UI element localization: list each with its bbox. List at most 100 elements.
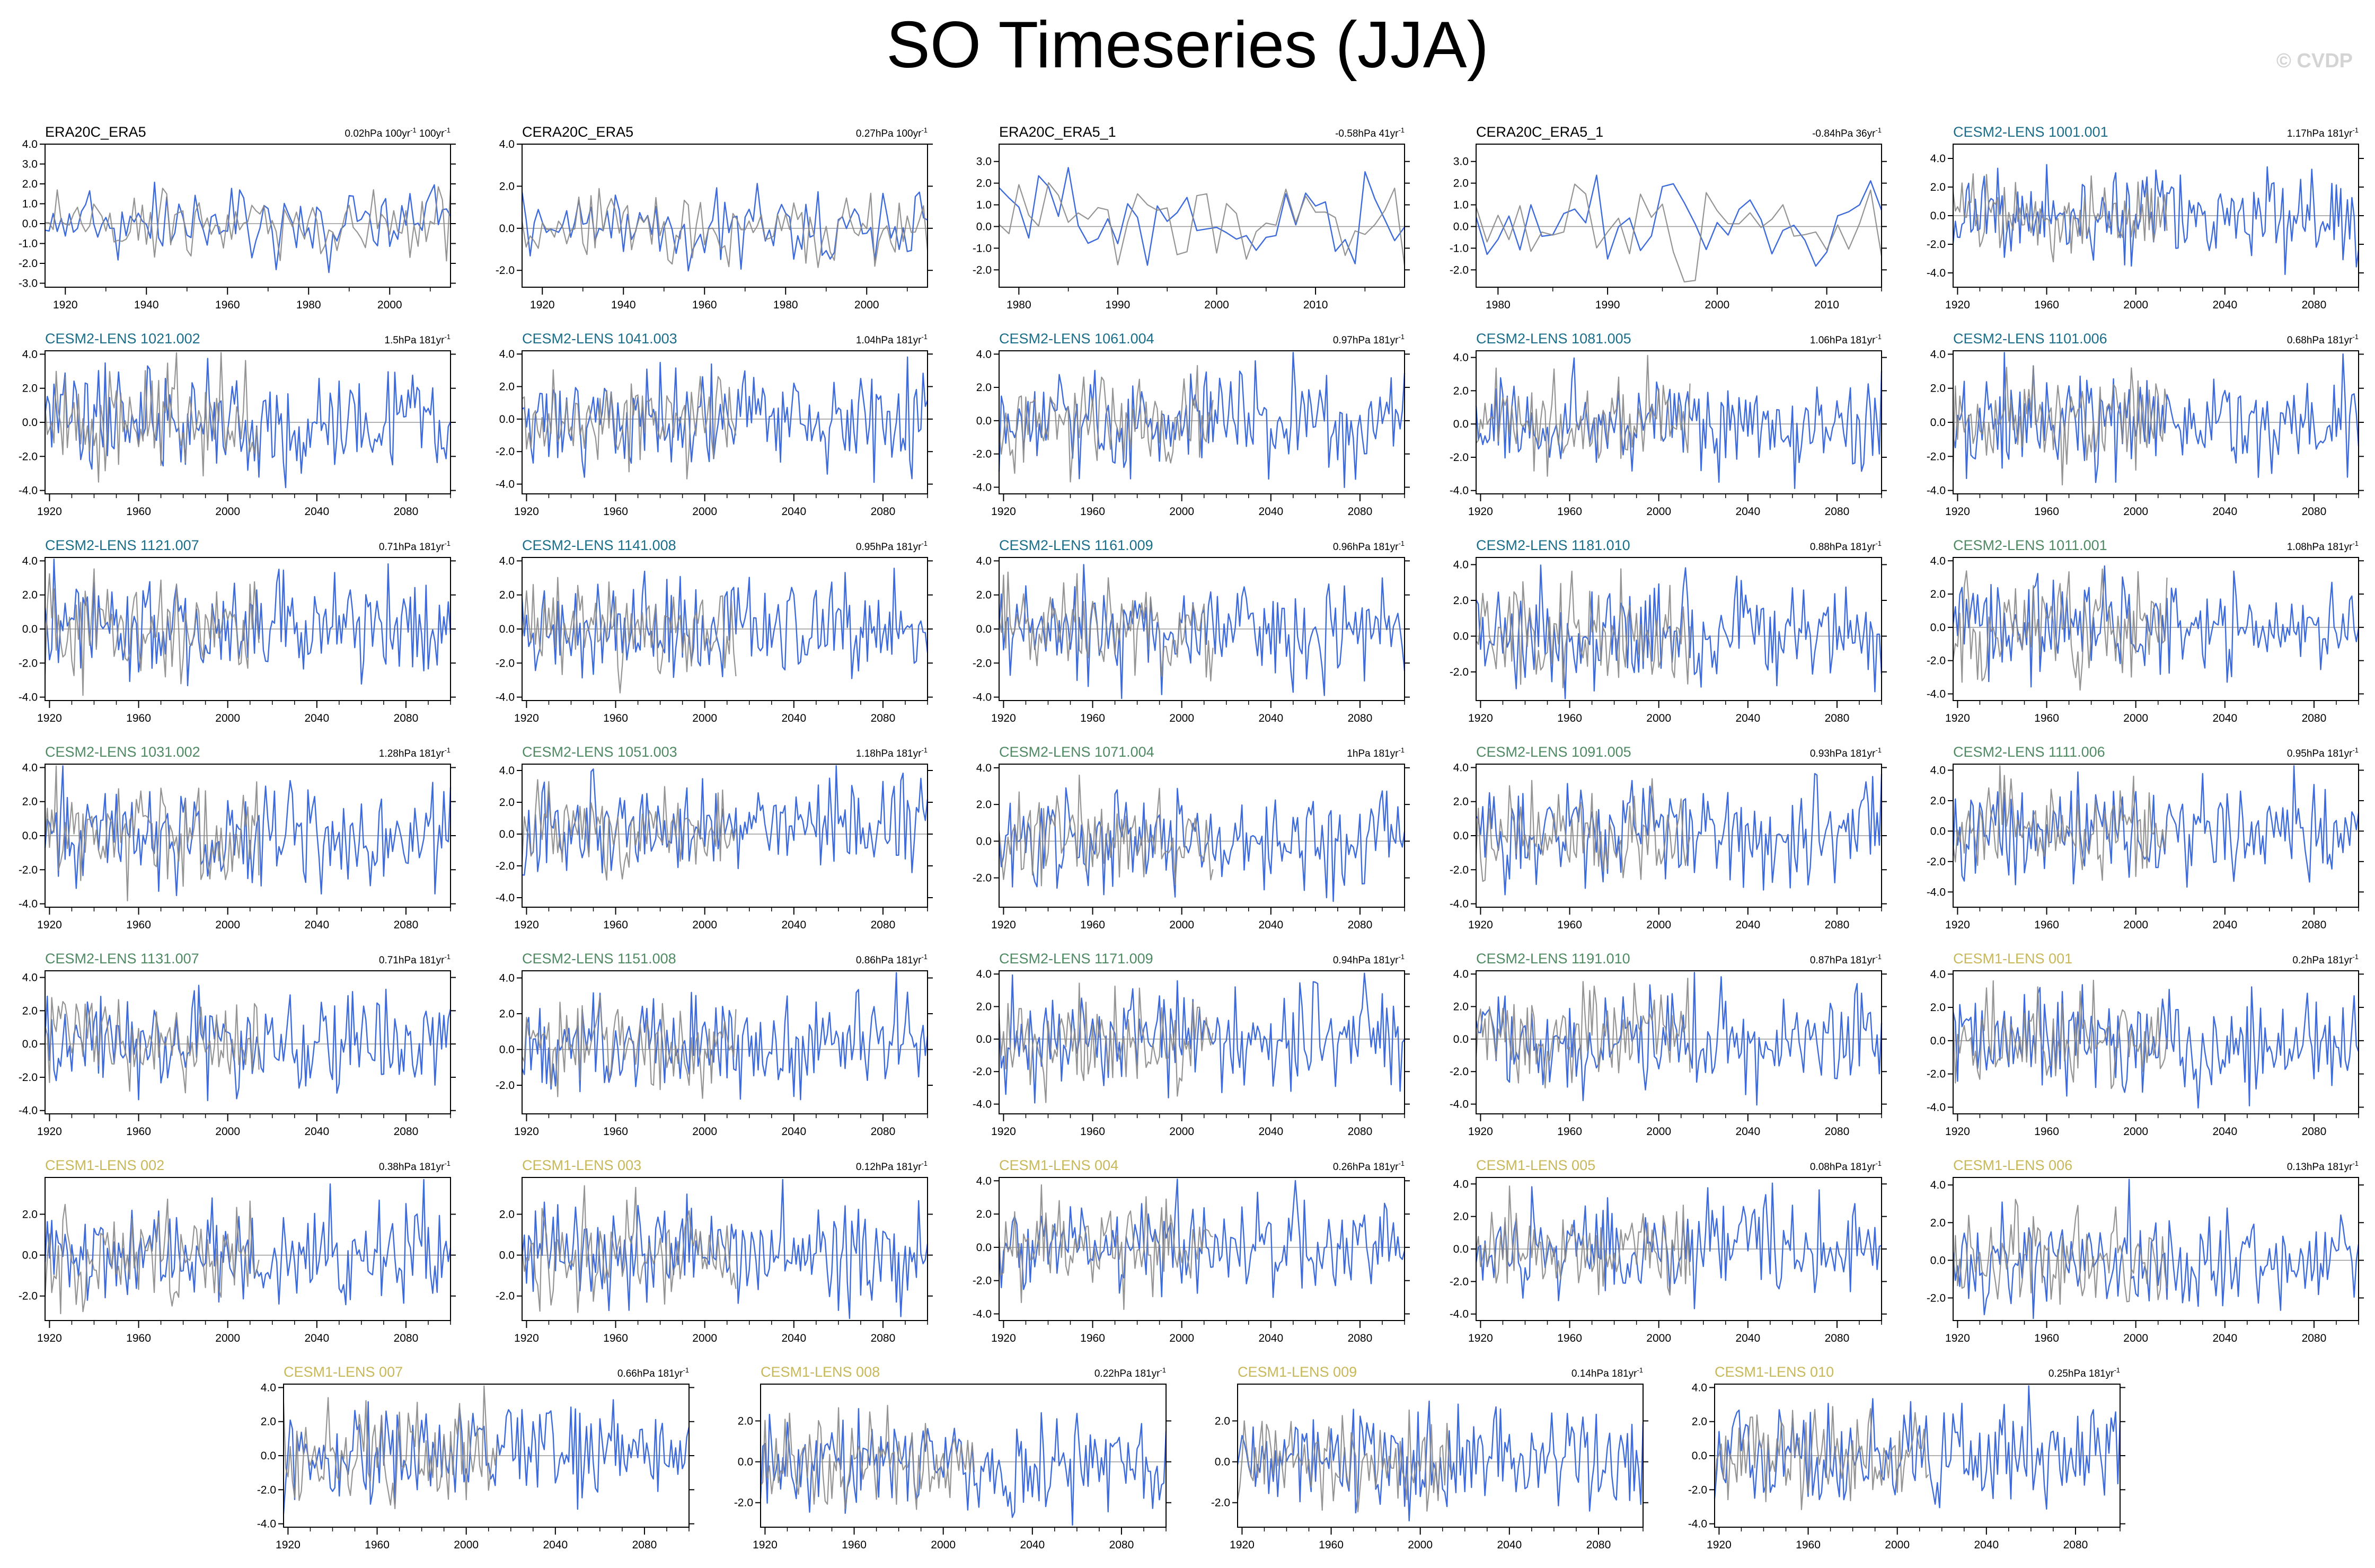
y-tick-label: -4.0 (1450, 1099, 1469, 1111)
y-tick-label: 4.0 (1453, 1178, 1469, 1190)
x-tick-label: 1920 (37, 919, 62, 931)
x-tick-label: 1960 (603, 919, 628, 931)
y-tick-label: 2.0 (499, 381, 515, 393)
y-tick-label: 0.0 (22, 1038, 38, 1050)
y-tick-label: 2.0 (22, 178, 38, 190)
y-tick-label: 2.0 (22, 383, 38, 395)
y-tick-label: 2.0 (22, 1005, 38, 1017)
timeseries-panel: CESM2-LENS 1001.001 1.17hPa 181yr-1 4.0 2.0… (1908, 109, 2375, 313)
x-tick-label: 1960 (1080, 506, 1105, 518)
plot-frame (1953, 557, 2359, 701)
x-tick-label: 2040 (1735, 712, 1760, 724)
x-tick-label: 1960 (1557, 712, 1582, 724)
trend-label: -0.84hPa 36yr-1 (1812, 126, 1882, 139)
x-tick-label: 1960 (126, 506, 151, 518)
y-tick-label: 2.0 (1930, 383, 1946, 395)
panel-name: ERA20C_ERA5_1 (999, 124, 1116, 140)
panel-svg: CESM2-LENS 1141.008 0.95hPa 181yr-1 4.0 2.0… (496, 537, 933, 724)
y-tick-label: -2.0 (1927, 856, 1946, 868)
x-tick-label: 2040 (1020, 1539, 1045, 1551)
panel-svg: CESM2-LENS 1131.007 0.71hPa 181yr-1 4.0 2.0… (19, 951, 456, 1138)
trend-sup: -1 (2352, 126, 2359, 134)
y-tick-label: -4.0 (973, 1308, 992, 1320)
plot-frame (45, 1177, 451, 1321)
observed-series-line (521, 1185, 737, 1313)
x-tick-label: 2000 (1169, 506, 1194, 518)
timeseries-panel: CESM2-LENS 1091.005 0.93hPa 181yr-1 4.0 2.0… (1431, 729, 1906, 933)
panel-svg: CESM2-LENS 1031.002 1.28hPa 181yr-1 4.0 2.0… (19, 744, 456, 931)
model-series-line (1475, 1182, 1882, 1309)
trend-text: 0.02hPa 100yr (345, 128, 410, 139)
panel-name: CESM2-LENS 1021.002 (45, 331, 200, 347)
x-tick-label: 1920 (37, 1126, 62, 1138)
y-tick-label: 2.0 (1930, 181, 1946, 193)
trend-sup: -1 (1875, 746, 1882, 754)
trend-label: 0.94hPa 181yr-1 (1333, 953, 1405, 966)
x-tick-label: 1960 (2034, 712, 2059, 724)
x-tick-label: 1980 (773, 299, 798, 311)
x-tick-label: 2040 (2212, 712, 2237, 724)
trend-label: 0.14hPa 181yr-1 (1571, 1366, 1643, 1379)
y-tick-label: 2.0 (1453, 1211, 1469, 1223)
x-tick-label: 2080 (1825, 506, 1850, 518)
x-tick-label: 2000 (215, 1126, 240, 1138)
x-tick-label: 2040 (1735, 919, 1760, 931)
observed-series-line (521, 779, 737, 881)
observed-series-line (45, 186, 452, 262)
y-tick-label: 0.0 (1453, 1243, 1469, 1255)
x-tick-label: 2000 (1169, 919, 1194, 931)
x-tick-label: 2000 (2123, 299, 2148, 311)
y-tick-label: 0.0 (1453, 220, 1469, 233)
panel-svg: CESM2-LENS 1181.010 0.88hPa 181yr-1 4.0 2.0… (1450, 537, 1887, 724)
x-tick-label: 1920 (1945, 919, 1970, 931)
y-tick-label: -4.0 (1927, 485, 1946, 497)
x-tick-label: 2080 (1825, 712, 1850, 724)
model-series-line (998, 787, 1406, 902)
trend-label: 0.26hPa 181yr-1 (1333, 1159, 1405, 1173)
x-tick-label: 2040 (2212, 299, 2237, 311)
x-tick-label: 1960 (126, 1126, 151, 1138)
x-tick-label: 2040 (1258, 506, 1283, 518)
timeseries-panel: CESM1-LENS 004 0.26hPa 181yr-1 4.0 2.0 0.0 -2… (954, 1142, 1429, 1346)
x-tick-label: 2040 (781, 1332, 806, 1344)
x-tick-label: 2040 (304, 712, 329, 724)
plot-frame (522, 764, 928, 908)
x-tick-label: 2000 (1408, 1539, 1433, 1551)
x-tick-label: 1960 (126, 919, 151, 931)
x-tick-label: 2000 (215, 712, 240, 724)
panel-svg: CESM1-LENS 002 0.38hPa 181yr-1 2.0 0.0 -2.0 1… (19, 1157, 456, 1344)
y-tick-label: -2.0 (19, 657, 38, 669)
trend-sup: -1 (410, 126, 417, 134)
panel-svg: CESM2-LENS 1061.004 0.97hPa 181yr-1 4.0 2.0… (973, 331, 1410, 518)
y-tick-label: 2.0 (499, 1208, 515, 1220)
y-tick-label: 3.0 (976, 156, 992, 168)
observed-series-line (1475, 978, 1691, 1088)
x-tick-label: 2000 (2123, 1332, 2148, 1344)
trend-sup: -1 (1875, 126, 1882, 134)
trend-label: 0.71hPa 181yr-1 (379, 953, 451, 966)
panel-svg: CESM2-LENS 1151.008 0.86hPa 181yr-1 4.0 2.0… (496, 951, 933, 1138)
plot-frame (522, 144, 928, 288)
y-tick-label: -2.0 (1927, 655, 1946, 667)
panel-name: CESM1-LENS 002 (45, 1157, 164, 1173)
y-tick-label: -4.0 (973, 481, 992, 493)
panel-name: CESM1-LENS 008 (761, 1364, 880, 1380)
x-tick-label: 2040 (1258, 919, 1283, 931)
trend-text: 0.95hPa 181yr (856, 542, 922, 553)
observed-series-line (1952, 568, 2168, 691)
plot-frame (999, 144, 1405, 288)
trend-label: 0.96hPa 181yr-1 (1333, 539, 1405, 553)
x-tick-label: 2000 (215, 506, 240, 518)
y-tick-label: 4.0 (22, 138, 38, 150)
observed-series-line (282, 1385, 498, 1510)
x-tick-label: 1920 (991, 919, 1016, 931)
x-tick-label: 2040 (1735, 1126, 1760, 1138)
panel-svg: CESM1-LENS 007 0.66hPa 181yr-1 4.0 2.0 0.0 -2… (257, 1364, 694, 1551)
x-tick-label: 2000 (1646, 506, 1671, 518)
y-tick-label: -2.0 (973, 657, 992, 669)
y-tick-label: 2.0 (976, 799, 992, 811)
y-tick-label: -2.0 (496, 1290, 515, 1303)
y-tick-label: 2.0 (499, 1008, 515, 1020)
y-tick-label: 0.0 (976, 835, 992, 847)
model-series-line (44, 765, 452, 897)
